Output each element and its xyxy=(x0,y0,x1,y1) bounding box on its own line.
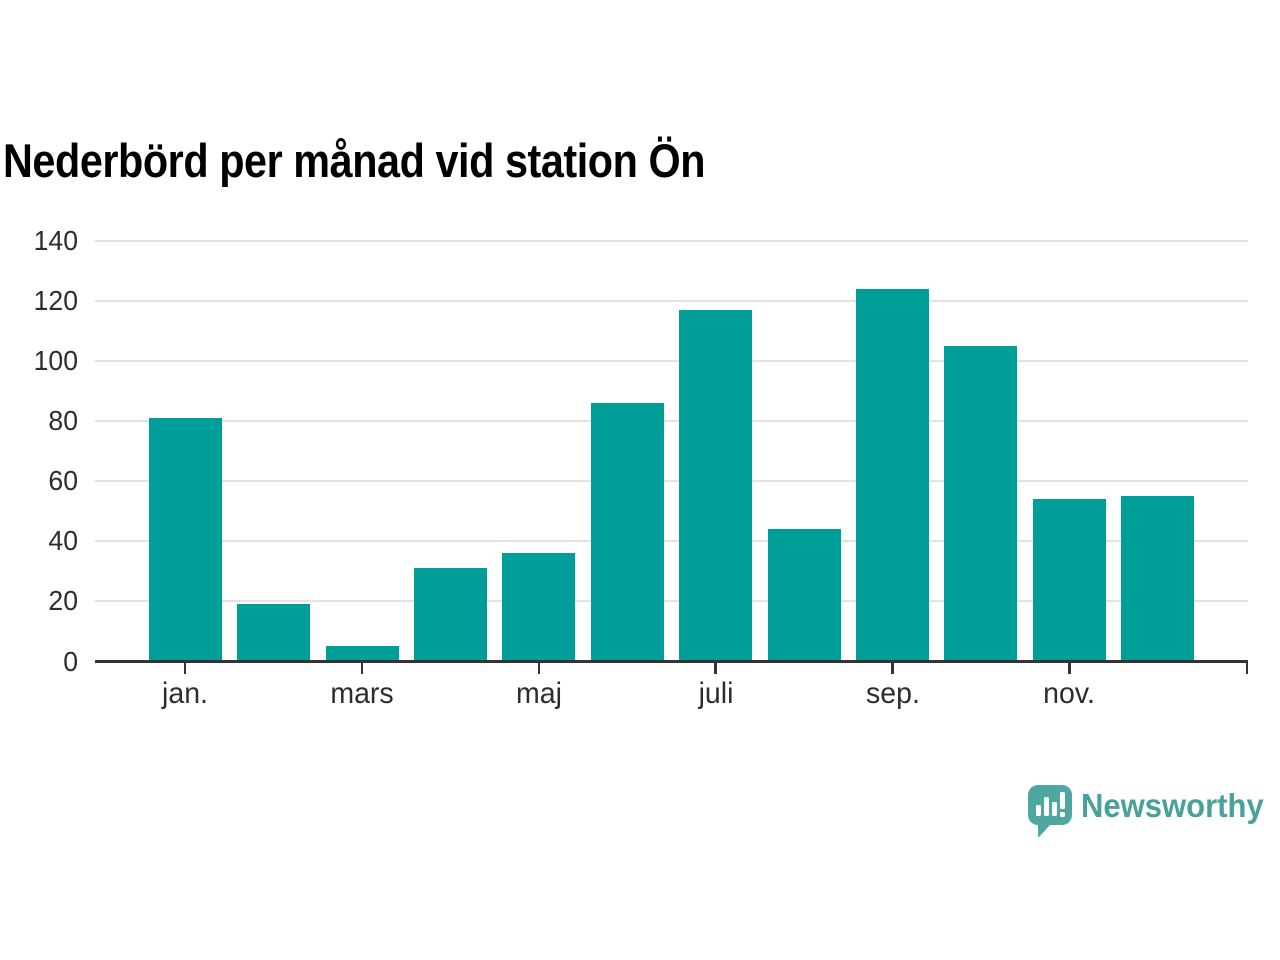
gridline-60 xyxy=(95,480,1248,483)
x-tick-nov xyxy=(1068,661,1071,674)
x-tick-juli xyxy=(714,661,717,674)
bar-aug xyxy=(767,529,841,662)
y-axis-label-140: 140 xyxy=(33,224,78,256)
bar-juli xyxy=(679,309,753,662)
gridline-80 xyxy=(95,419,1248,422)
gridline-140 xyxy=(95,239,1248,242)
x-tick-mars xyxy=(360,661,364,674)
y-axis-label-120: 120 xyxy=(33,284,78,316)
bar-dec xyxy=(1121,496,1195,662)
bar-feb xyxy=(237,604,311,662)
gridline-120 xyxy=(95,299,1248,302)
x-axis-label-nov: nov. xyxy=(1043,676,1096,710)
x-tick-jan xyxy=(183,661,187,674)
bar-april xyxy=(413,568,487,662)
newsworthy-logo-icon xyxy=(1027,785,1072,837)
x-tick-maj xyxy=(537,661,541,674)
y-axis-label-80: 80 xyxy=(48,404,78,436)
x-axis-line xyxy=(95,660,1248,663)
x-tick-sep xyxy=(891,661,894,674)
y-axis-label-60: 60 xyxy=(48,465,78,497)
x-axis-end-tick xyxy=(1245,661,1248,674)
bar-nov xyxy=(1032,499,1106,662)
x-axis-label-mars: mars xyxy=(330,676,394,710)
x-axis-label-maj: maj xyxy=(515,676,562,710)
y-axis-label-40: 40 xyxy=(48,525,78,557)
gridline-100 xyxy=(95,359,1248,362)
bar-juni xyxy=(590,402,664,662)
bar-maj xyxy=(502,553,576,662)
y-axis-label-20: 20 xyxy=(48,585,78,617)
x-axis-label-sep: sep. xyxy=(865,676,920,710)
chart-title: Nederbörd per månad vid station Ön xyxy=(3,134,706,187)
y-axis-label-0: 0 xyxy=(63,645,78,677)
brand-logo: Newsworthy xyxy=(1027,785,1275,837)
bar-jan xyxy=(148,417,222,662)
bar-mars xyxy=(325,646,399,662)
bar-okt xyxy=(944,345,1018,662)
x-axis-label-jan: jan. xyxy=(162,676,209,710)
gridline-20 xyxy=(95,600,1248,603)
bar-sep xyxy=(856,288,930,662)
plot-area: 0 20 40 60 80 100 120 140 jan. mars maj juli sep. nov… xyxy=(33,224,1248,710)
brand-name: Newsworthy xyxy=(1080,787,1264,824)
gridline-40 xyxy=(95,540,1248,543)
y-axis-label-100: 100 xyxy=(33,344,78,376)
x-axis-label-juli: juli xyxy=(698,676,734,710)
